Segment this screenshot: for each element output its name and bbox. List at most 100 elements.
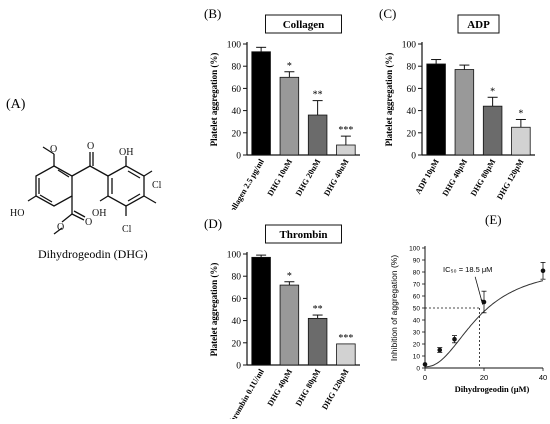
chart-e-y-tick-label: 90 [413,258,421,265]
chart-b-significance-label: ** [313,90,323,101]
chart-d-bar [336,343,356,366]
chart-e-x-label: Dihydrogeodin (μM) [455,384,530,394]
chart-e-data-point [481,299,487,305]
chart-e-y-tick-label: 0 [416,366,420,373]
chart-c-title: ADP [467,19,490,31]
chart-c-category-label: DHG 40μM [441,157,470,197]
chart-c-y-label: Platelet aggregation (%) [384,53,394,147]
chart-panel-e: (E) 0 10 20 30 40 50 60 70 80 90 100 0 20 40 Inhibition… [375,210,550,419]
chart-c-category-label: DHG 120μM [495,157,526,201]
chart-e-data-point [437,347,443,353]
chart-d-y-tick-label: 100 [227,251,242,261]
chart-d-y-tick-label: 80 [232,273,242,283]
chart-e-y-tick-label: 40 [413,318,421,325]
molecule-bonds [27,146,157,235]
chart-e-y-tick-label: 50 [413,306,421,313]
chart-e-y-tick-label: 80 [413,270,421,277]
compound-name: Dihydrogeodin (DHG) [38,247,148,261]
atom-label-oh-top: OH [119,147,133,158]
chart-c-category-label: DHG 80μM [469,157,498,197]
chart-e-y-tick-label: 20 [413,342,421,349]
chart-b-y-tick-label: 80 [232,63,242,73]
chart-b-significance-label: *** [338,125,353,136]
chart-c-bar [454,69,475,156]
chart-c-y-tick-label: 100 [402,41,417,51]
chart-b-category-label: Collagen 2.5 μg/ml [225,157,266,210]
chart-panel-b: (B) Collagen 0 20 40 60 80 100 Platelet aggregat… [200,0,375,219]
chart-c-bar [426,63,446,156]
chart-b-bar [279,76,300,156]
atom-label-cl-bottom: Cl [122,224,132,235]
chart-panel-c: (C) ADP 0 20 40 60 80 100 Platelet aggregation (… [375,0,550,210]
chart-d-y-label: Platelet aggregation (%) [209,263,219,357]
chart-e-y-tick-label: 10 [413,354,421,361]
chart-b-bar [336,144,356,156]
chart-b-title-box [265,14,342,34]
chart-d-panel-letter: (D) [204,216,222,231]
chart-b-category-label: DHG 40uM [322,157,351,197]
chart-b-y-label: Platelet aggregation (%) [209,53,219,147]
structure-svg: (A) [6,97,162,261]
chart-c-category-label: ADP 10μM [414,157,441,195]
atom-label-o-methoxy: O [50,144,57,155]
chart-d-y-tick-label: 0 [236,362,241,372]
atom-label-ho-left: HO [10,208,24,219]
chart-e-data-point [540,268,546,274]
chart-c-significance-label: * [490,86,495,97]
chart-c-y-tick-label: 80 [407,63,417,73]
chart-b-bar [251,51,271,156]
chart-e-data-point [452,336,457,342]
chart-c-panel-letter: (C) [379,6,396,21]
chart-e-y-tick-label: 100 [409,246,420,253]
chart-b-y-tick-label: 20 [232,129,242,139]
chart-d-category-label: DHG 80μM [294,367,323,407]
chart-d-category-label: DHG 40μM [266,367,295,407]
chart-d-svg: (D) Thrombin 0 20 40 60 80 100 Platelet aggregat… [204,216,360,424]
chart-b-category-label: DHG 10uM [266,157,295,197]
chart-d-significance-label: ** [313,304,323,315]
chart-panel-d: (D) Thrombin 0 20 40 60 80 100 Platelet aggregat… [200,210,375,424]
atom-label-o-carbonyl: O [87,141,94,152]
chart-d-category-label: DHG 120μM [320,367,351,411]
chart-c-significance-label: * [518,108,523,119]
chart-c-title-box [457,14,500,34]
chart-d-title-box [265,224,342,244]
chart-d-significance-label: * [287,271,292,282]
chart-d-title: Thrombin [279,229,327,241]
chart-c-svg: (C) ADP 0 20 40 60 80 100 Platelet aggregation (… [379,6,535,201]
chart-b-svg: (B) Collagen 0 20 40 60 80 100 Platelet aggregat… [204,6,360,219]
chart-d-significance-label: *** [338,333,353,344]
chart-d-category-label: Thrombin 0.1U/ml [225,367,266,419]
chart-e-svg: (E) 0 10 20 30 40 50 60 70 80 90 100 0 20 40 Inhibition… [389,212,547,394]
chart-e-x-tick-label: 40 [539,373,547,382]
chart-d-y-tick-label: 40 [232,317,242,327]
chart-e-x-tick-label: 0 [423,373,427,382]
chart-b-y-tick-label: 100 [227,41,242,51]
atom-label-o-ester-carbonyl: O [85,217,92,228]
panel-a-letter: (A) [6,97,26,112]
chart-e-panel-letter: (E) [485,212,502,227]
chart-b-title: Collagen [283,19,325,31]
chart-c-y-tick-label: 20 [407,129,417,139]
chart-e-y-label: Inhibition of aggregation (%) [389,255,399,361]
chart-b-y-tick-label: 0 [236,152,241,162]
chart-c-y-tick-label: 60 [407,85,417,95]
chart-e-y-tick-label: 60 [413,294,421,301]
chart-b-category-label: DHG 20uM [294,157,323,197]
chart-d-y-tick-label: 20 [232,339,242,349]
chart-d-y-tick-label: 60 [232,295,242,305]
chart-d-bar [279,284,300,366]
chart-b-significance-label: * [287,61,292,72]
atom-label-o-ester: O [57,222,64,233]
chart-e-data-point [422,362,428,367]
chart-c-y-tick-label: 0 [411,152,416,162]
chart-e-x-tick-label: 20 [480,373,488,382]
chart-e-y-tick-label: 70 [413,282,421,289]
chart-b-y-tick-label: 40 [232,107,242,117]
chart-b-bar [307,114,328,156]
chart-c-bar [511,126,531,156]
chart-d-bar [307,317,328,366]
chart-c-y-tick-label: 40 [407,107,417,117]
chart-d-bar [251,256,271,366]
panel-a: (A) [0,0,200,419]
